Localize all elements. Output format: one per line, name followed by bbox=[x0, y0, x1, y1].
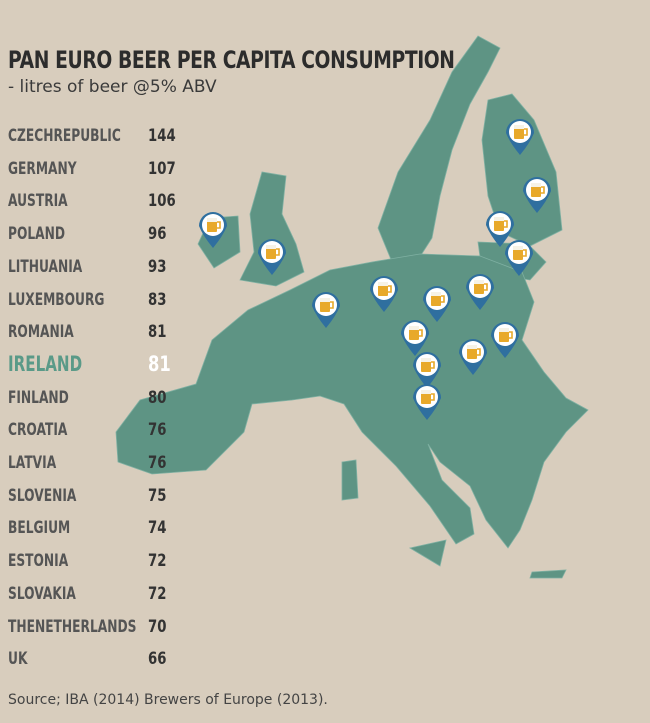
country-name: UK bbox=[8, 649, 28, 670]
list-row: LUXEMBOURG 83 bbox=[8, 290, 178, 314]
list-row: SLOVENIA 75 bbox=[8, 486, 178, 510]
list-row: UK 66 bbox=[8, 649, 178, 673]
consumption-value: 80 bbox=[148, 387, 167, 408]
title: PAN EURO BEER PER CAPITA CONSUMPTION bbox=[8, 46, 455, 74]
consumption-value: 72 bbox=[148, 551, 167, 572]
consumption-value: 81 bbox=[148, 322, 167, 343]
uk bbox=[239, 171, 305, 287]
list-row: AUSTRIA 106 bbox=[8, 191, 178, 215]
country-name: LATVIA bbox=[8, 453, 57, 473]
subtitle: - litres of beer @5% ABV bbox=[8, 77, 217, 97]
list-row: THENETHERLANDS 70 bbox=[8, 617, 178, 641]
list-row: CROATIA 76 bbox=[8, 420, 178, 444]
list-row: ESTONIA 72 bbox=[8, 551, 178, 575]
list-row: CZECHREPUBLIC 144 bbox=[8, 126, 178, 150]
country-name: POLAND bbox=[8, 224, 66, 245]
country-name: SLOVENIA bbox=[8, 485, 77, 506]
country-name: THENETHERLANDS bbox=[8, 616, 137, 637]
list-row: FINLAND 80 bbox=[8, 388, 178, 412]
consumption-value: 107 bbox=[148, 158, 176, 179]
country-name: LITHUANIA bbox=[8, 256, 83, 277]
country-name: BELGIUM bbox=[8, 518, 71, 539]
country-name: IRELAND bbox=[8, 351, 83, 376]
consumption-value: 144 bbox=[148, 126, 176, 146]
list-row: LATVIA 76 bbox=[8, 453, 178, 477]
scandinavia bbox=[377, 35, 501, 267]
country-name: FINLAND bbox=[8, 387, 69, 408]
country-name: GERMANY bbox=[8, 158, 77, 179]
sicily bbox=[408, 539, 447, 567]
country-name: ESTONIA bbox=[8, 551, 69, 572]
crete bbox=[529, 569, 567, 579]
list-row: BELGIUM 74 bbox=[8, 518, 178, 542]
consumption-value: 66 bbox=[148, 649, 167, 670]
finland bbox=[481, 93, 563, 247]
consumption-value: 93 bbox=[148, 256, 167, 277]
country-name: CZECHREPUBLIC bbox=[8, 126, 121, 146]
list-row: LITHUANIA 93 bbox=[8, 257, 178, 281]
consumption-value: 76 bbox=[148, 453, 167, 473]
consumption-value: 70 bbox=[148, 616, 167, 637]
country-name: CROATIA bbox=[8, 420, 68, 441]
beer-pin bbox=[485, 210, 515, 248]
list-row: POLAND 96 bbox=[8, 224, 178, 248]
consumption-value: 74 bbox=[148, 518, 167, 539]
consumption-value: 76 bbox=[148, 420, 167, 441]
list-row: SLOVAKIA 72 bbox=[8, 584, 178, 608]
consumption-value: 81 bbox=[148, 351, 171, 376]
country-name: SLOVAKIA bbox=[8, 583, 76, 604]
list-row: ROMANIA 81 bbox=[8, 322, 178, 346]
country-name: LUXEMBOURG bbox=[8, 289, 105, 310]
country-name: AUSTRIA bbox=[8, 191, 68, 212]
mainland bbox=[115, 253, 589, 549]
list-row: GERMANY 107 bbox=[8, 159, 178, 183]
source: Source; IBA (2014) Brewers of Europe (20… bbox=[8, 692, 328, 708]
consumption-value: 106 bbox=[148, 191, 176, 212]
consumption-value: 72 bbox=[148, 583, 167, 604]
list-row: IRELAND 81 bbox=[8, 351, 178, 379]
consumption-value: 83 bbox=[148, 289, 167, 310]
sardinia bbox=[341, 459, 359, 501]
consumption-value: 96 bbox=[148, 224, 167, 245]
consumption-value: 75 bbox=[148, 485, 167, 506]
country-name: ROMANIA bbox=[8, 322, 74, 343]
